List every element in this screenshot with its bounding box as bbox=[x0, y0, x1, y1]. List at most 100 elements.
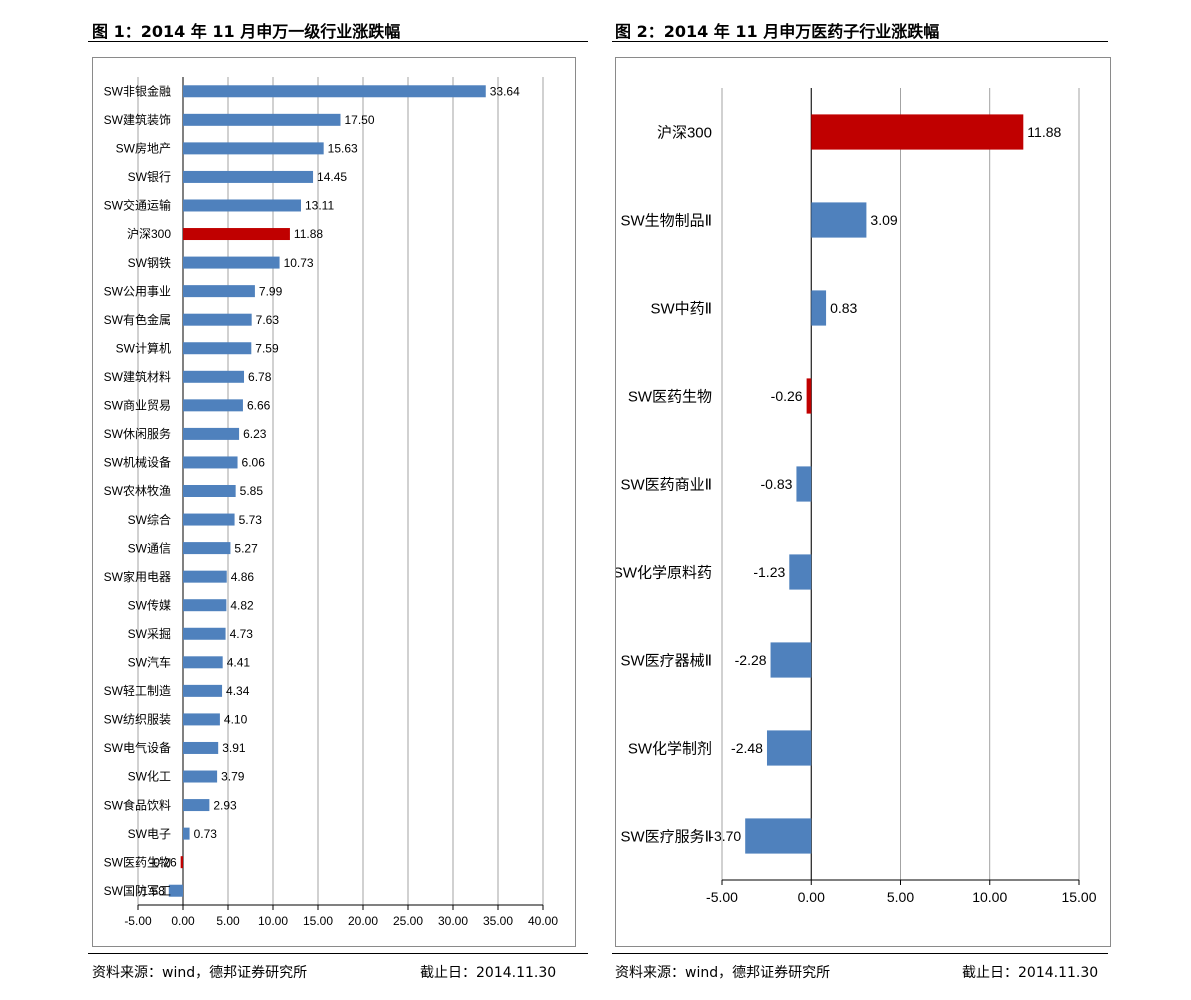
category-label: SW有色金属 bbox=[104, 312, 171, 327]
bar bbox=[745, 818, 812, 854]
category-label: SW化学原料药 bbox=[616, 564, 712, 581]
bar bbox=[183, 656, 223, 669]
x-tick-label: 40.00 bbox=[528, 914, 558, 928]
left-chart-frame: -5.00 0.00 5.00 10.00 15.00 20.00 25.00 30.00 35… bbox=[92, 57, 576, 947]
bar bbox=[183, 827, 190, 840]
right-source-text: 资料来源：wind，德邦证券研究所 bbox=[615, 965, 831, 981]
x-tick-label: -5.00 bbox=[706, 889, 738, 905]
x-tick-label: 10.00 bbox=[258, 914, 288, 928]
left-date-text: 截止日：2014.11.30 bbox=[420, 965, 557, 981]
data-label: -3.70 bbox=[709, 828, 741, 844]
data-label: 14.45 bbox=[317, 170, 347, 184]
right-chart-frame: -5.00 0.00 5.00 10.00 15.00 沪深300 11.88 SW生物制品Ⅱ… bbox=[613, 57, 1111, 947]
bar bbox=[180, 856, 183, 869]
data-label: 4.10 bbox=[224, 713, 248, 727]
category-label: SW医药商业Ⅱ bbox=[620, 476, 712, 493]
bar bbox=[183, 513, 235, 526]
category-label: SW中药Ⅱ bbox=[650, 300, 712, 317]
category-label: SW医药生物 bbox=[628, 388, 712, 405]
category-label: SW电气设备 bbox=[104, 740, 171, 755]
bar bbox=[183, 399, 243, 412]
data-label: -1.23 bbox=[753, 564, 785, 580]
bar bbox=[796, 466, 812, 502]
data-label: 4.86 bbox=[231, 570, 255, 584]
data-label: 3.09 bbox=[870, 212, 897, 228]
category-label: SW医药生物 bbox=[104, 855, 171, 869]
x-tick-label: 0.00 bbox=[798, 889, 825, 905]
category-label: SW交通运输 bbox=[104, 198, 171, 213]
data-label: 0.83 bbox=[830, 300, 857, 316]
left-chart-title: 图 1：2014 年 11 月申万一级行业涨跌幅 bbox=[92, 22, 401, 41]
category-label: SW食品饮料 bbox=[104, 797, 171, 812]
category-label: SW建筑材料 bbox=[104, 369, 171, 384]
category-label: SW非银金融 bbox=[104, 83, 171, 98]
x-tick-label: 15.00 bbox=[1061, 889, 1096, 905]
category-label: SW商业贸易 bbox=[104, 398, 171, 413]
category-label: SW电子 bbox=[128, 827, 171, 841]
data-label: 33.64 bbox=[490, 84, 520, 98]
category-label: 沪深300 bbox=[127, 227, 171, 241]
x-tick-label: 30.00 bbox=[438, 914, 468, 928]
category-label: SW传媒 bbox=[128, 597, 171, 612]
x-tick-label: 20.00 bbox=[348, 914, 378, 928]
right-bar-chart: -5.00 0.00 5.00 10.00 15.00 沪深300 11.88 SW生物制品Ⅱ… bbox=[613, 88, 1097, 905]
data-label: 6.06 bbox=[242, 456, 266, 470]
data-label: 17.50 bbox=[345, 113, 375, 127]
bar bbox=[183, 199, 301, 212]
category-label: SW汽车 bbox=[128, 655, 171, 670]
bar bbox=[789, 554, 812, 590]
left-title-rule bbox=[88, 41, 588, 42]
bar bbox=[183, 770, 218, 783]
category-label: 沪深300 bbox=[657, 124, 712, 141]
x-tick-label: -5.00 bbox=[124, 914, 152, 928]
data-label: -0.26 bbox=[771, 388, 803, 404]
bar bbox=[811, 290, 827, 326]
x-tick-label: 0.00 bbox=[171, 914, 195, 928]
category-label: SW公用事业 bbox=[104, 284, 171, 298]
bar bbox=[770, 642, 812, 678]
category-label: SW医疗服务Ⅱ bbox=[620, 828, 712, 845]
category-label: SW化学制剂 bbox=[628, 740, 712, 757]
x-tick-label: 5.00 bbox=[216, 914, 240, 928]
right-title-rule bbox=[612, 41, 1108, 42]
category-label: SW国防军工 bbox=[104, 883, 171, 898]
bar bbox=[183, 142, 324, 155]
category-label: SW房地产 bbox=[116, 141, 171, 156]
bar bbox=[183, 285, 255, 298]
data-label: 7.59 bbox=[255, 341, 279, 355]
data-label: -2.48 bbox=[731, 740, 763, 756]
data-label: 5.27 bbox=[234, 541, 258, 555]
data-label: 5.85 bbox=[240, 484, 264, 498]
bar bbox=[183, 485, 236, 497]
right-date-text: 截止日：2014.11.30 bbox=[962, 965, 1099, 981]
category-label: SW通信 bbox=[128, 541, 171, 555]
data-label: 11.88 bbox=[1027, 124, 1061, 140]
right-chart-title: 图 2：2014 年 11 月申万医药子行业涨跌幅 bbox=[615, 22, 940, 41]
bar bbox=[183, 599, 227, 612]
bar bbox=[183, 313, 252, 326]
x-tick-label: 35.00 bbox=[483, 914, 513, 928]
bar bbox=[183, 713, 220, 726]
bar bbox=[183, 256, 280, 269]
data-label: 4.41 bbox=[227, 656, 251, 670]
bar bbox=[183, 570, 227, 583]
data-label: 7.99 bbox=[259, 284, 283, 298]
bar bbox=[183, 799, 210, 812]
data-label: 10.73 bbox=[284, 256, 314, 270]
bar bbox=[811, 114, 1024, 150]
data-label: 6.66 bbox=[247, 399, 271, 413]
category-label: SW休闲服务 bbox=[104, 426, 171, 441]
category-label: SW化工 bbox=[128, 770, 171, 784]
bar bbox=[183, 456, 238, 469]
data-label: 4.82 bbox=[230, 598, 254, 612]
data-label: -2.28 bbox=[735, 652, 767, 668]
x-tick-label: 15.00 bbox=[303, 914, 333, 928]
category-label: SW计算机 bbox=[116, 340, 171, 355]
data-label: 4.34 bbox=[226, 684, 250, 698]
bar bbox=[766, 730, 812, 766]
bar bbox=[183, 627, 226, 640]
data-label: 5.73 bbox=[239, 513, 263, 527]
category-label: SW采掘 bbox=[128, 626, 171, 641]
left-footer-rule bbox=[88, 953, 588, 954]
category-label: SW轻工制造 bbox=[104, 684, 171, 698]
